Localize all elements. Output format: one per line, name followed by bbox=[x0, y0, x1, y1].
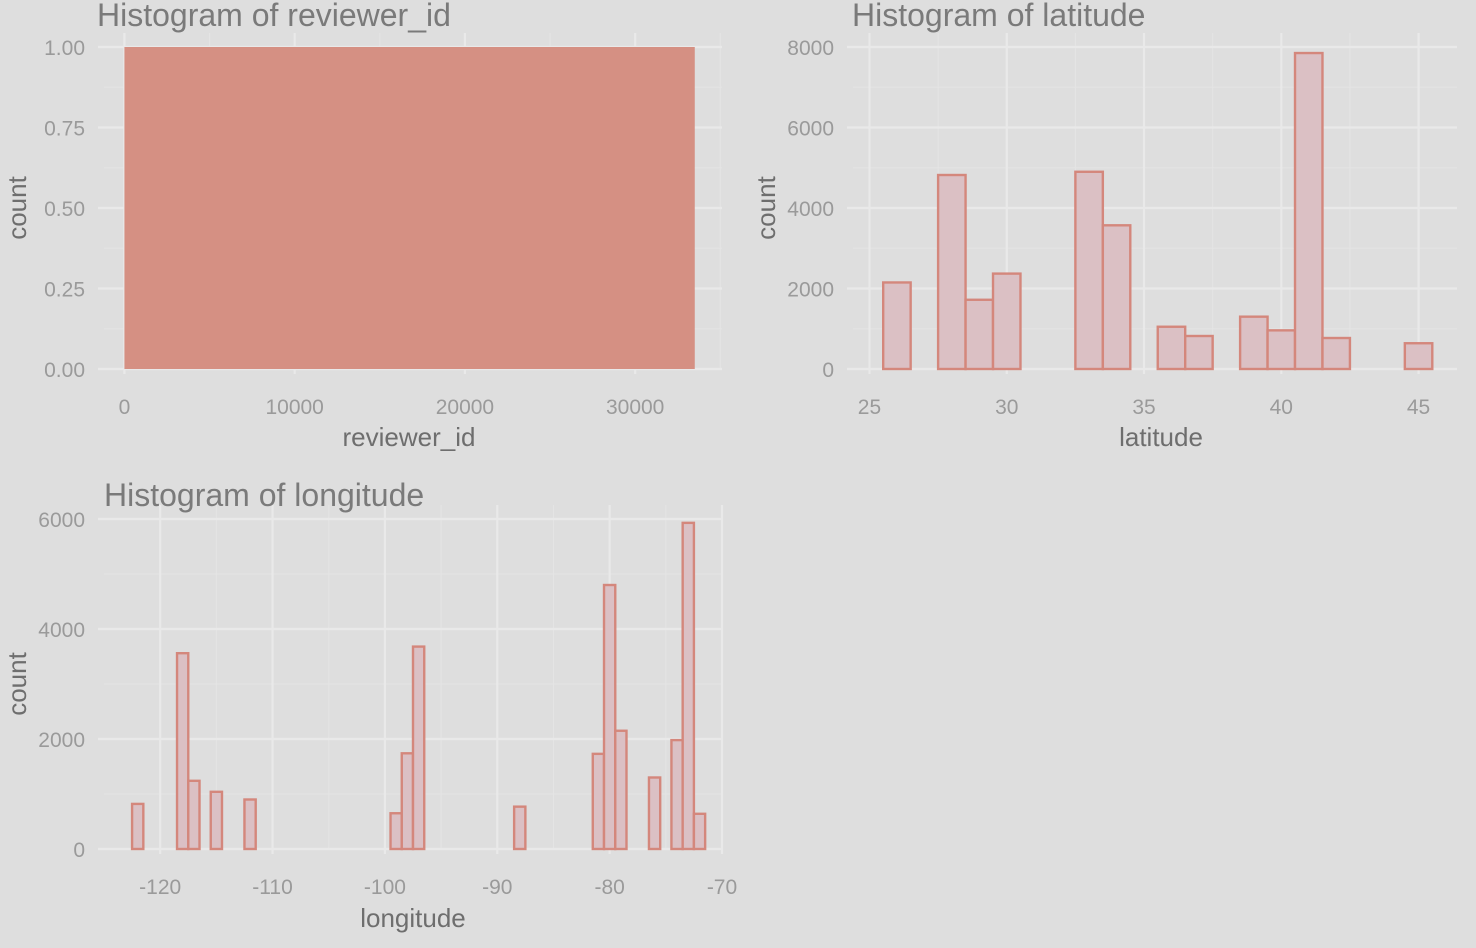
x-tick-label: 0 bbox=[119, 396, 131, 419]
x-tick-label: -80 bbox=[594, 876, 624, 899]
y-tick-label: 0 bbox=[822, 359, 834, 382]
histogram-bar bbox=[882, 281, 912, 371]
x-axis-label: longitude bbox=[360, 903, 466, 933]
histogram-bar bbox=[1074, 170, 1105, 371]
histogram-bar bbox=[187, 779, 201, 851]
histogram-bar bbox=[936, 173, 967, 371]
histogram-bar bbox=[591, 752, 606, 851]
chart-title: Histogram of longitude bbox=[104, 477, 424, 513]
histogram-bar bbox=[1321, 336, 1352, 371]
histogram-bar bbox=[964, 298, 995, 371]
histogram-bar bbox=[1293, 51, 1324, 371]
x-axis-label: latitude bbox=[1119, 422, 1203, 452]
histogram-bar bbox=[1266, 329, 1297, 371]
x-tick-label: 40 bbox=[1270, 396, 1293, 419]
histogram-bar bbox=[175, 652, 190, 851]
histogram-bar bbox=[130, 802, 145, 851]
histogram-bar bbox=[124, 47, 695, 369]
x-tick-label: 20000 bbox=[436, 396, 494, 419]
y-tick-label: 4000 bbox=[787, 198, 834, 221]
histogram-bar bbox=[243, 798, 257, 851]
y-tick-label: 0.75 bbox=[44, 118, 85, 141]
histogram-bar bbox=[1156, 325, 1187, 371]
y-tick-label: 6000 bbox=[787, 118, 834, 141]
histogram-bar bbox=[670, 738, 684, 851]
y-axis-label: count bbox=[751, 175, 781, 239]
y-axis-label: count bbox=[2, 651, 32, 715]
histogram-bar bbox=[209, 790, 224, 851]
chart-panel-1: 0 10000 20000 30000 0.00 0.25 0.50 0.75 1.00 Hist… bbox=[2, 0, 722, 452]
histogram-bar bbox=[512, 805, 527, 851]
chart-title: Histogram of latitude bbox=[852, 0, 1145, 33]
x-axis-label: reviewer_id bbox=[343, 422, 476, 452]
y-tick-label: 0.25 bbox=[44, 279, 85, 302]
histogram-bar bbox=[647, 776, 662, 851]
histogram-bar bbox=[1403, 342, 1434, 371]
x-tick-label: 45 bbox=[1407, 396, 1430, 419]
y-tick-label: 4000 bbox=[38, 619, 85, 642]
histogram-bar bbox=[1101, 224, 1132, 371]
x-tick-label: -70 bbox=[707, 876, 737, 899]
chart-panel-3: -120 -110 -100 -90 -80 -70 0 2000 4000 6000 Histog… bbox=[2, 477, 737, 933]
histogram-bar bbox=[602, 583, 617, 851]
histogram-bar bbox=[692, 812, 707, 851]
histogram-bar bbox=[1183, 334, 1214, 371]
x-tick-label: -100 bbox=[364, 876, 406, 899]
y-tick-label: 0 bbox=[73, 839, 85, 862]
x-tick-label: -90 bbox=[482, 876, 512, 899]
histogram-bar bbox=[389, 812, 403, 851]
x-tick-label: -110 bbox=[252, 876, 292, 899]
histogram-bar bbox=[400, 752, 415, 851]
y-tick-label: 0.50 bbox=[44, 198, 85, 221]
y-tick-label: 2000 bbox=[787, 279, 834, 302]
chart-panel-2: 25 30 35 40 45 0 2000 4000 6000 8000 Histogram of … bbox=[751, 0, 1457, 452]
x-tick-label: 25 bbox=[858, 396, 881, 419]
x-tick-label: 30 bbox=[995, 396, 1018, 419]
histogram-bar bbox=[411, 645, 426, 851]
y-tick-label: 6000 bbox=[38, 509, 85, 532]
y-tick-label: 0.00 bbox=[44, 359, 85, 382]
x-tick-label: 35 bbox=[1132, 396, 1155, 419]
y-tick-label: 8000 bbox=[787, 37, 834, 60]
chart-title: Histogram of reviewer_id bbox=[97, 0, 451, 33]
x-tick-label: -120 bbox=[139, 876, 181, 899]
x-tick-label: 30000 bbox=[606, 396, 664, 419]
histogram-bar bbox=[614, 729, 628, 851]
y-axis-label: count bbox=[2, 175, 32, 239]
x-tick-label: 10000 bbox=[265, 396, 323, 419]
y-tick-label: 2000 bbox=[38, 729, 85, 752]
histogram-bar bbox=[991, 272, 1022, 371]
histogram-bar bbox=[1238, 315, 1269, 371]
histogram-bar bbox=[681, 521, 696, 851]
y-tick-label: 1.00 bbox=[44, 37, 85, 60]
